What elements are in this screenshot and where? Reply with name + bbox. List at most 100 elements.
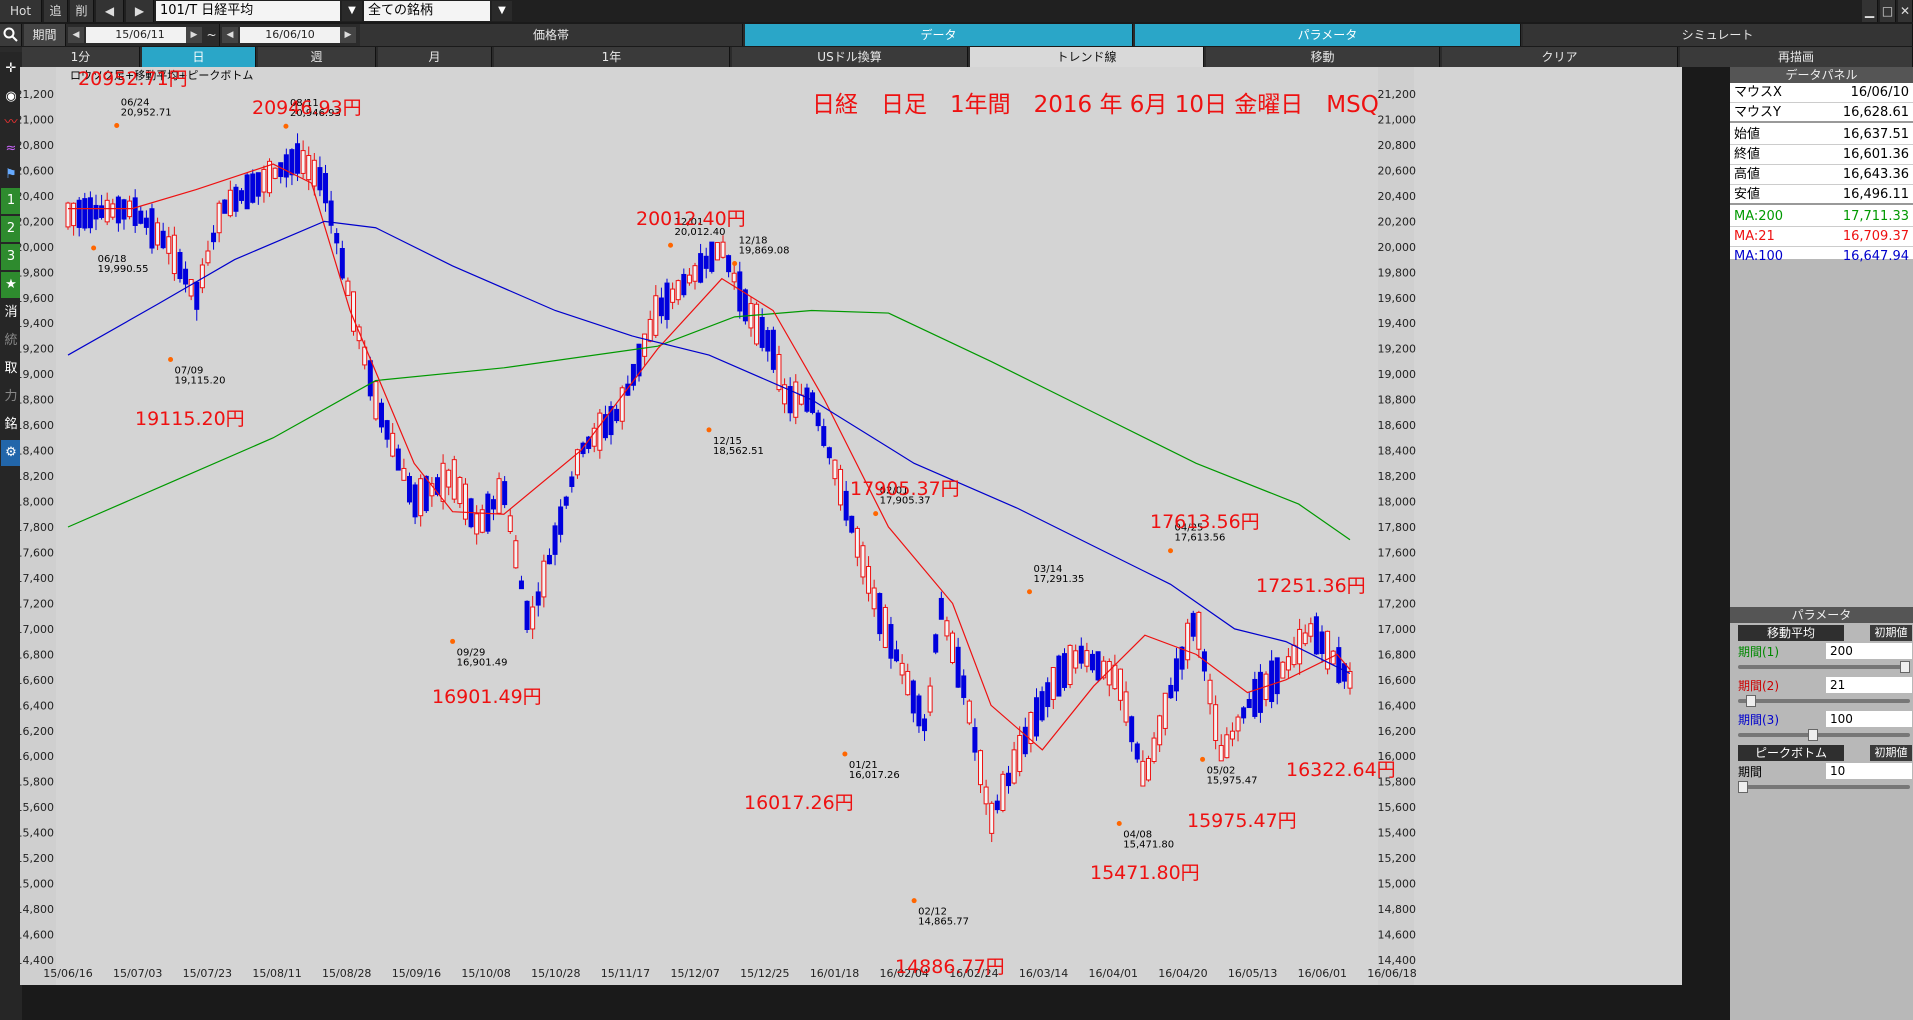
- chart-area[interactable]: 14,400 14,400 14,600 14,600 14,800 14,800 15,0…: [20, 67, 1682, 985]
- y-tick-right: 20,800: [1378, 139, 1417, 152]
- search-icon[interactable]: [0, 24, 22, 46]
- end-prev-icon[interactable]: ◀: [222, 27, 238, 43]
- crosshair-icon[interactable]: ✛: [5, 61, 17, 76]
- tool-1-button[interactable]: 1: [1, 188, 21, 214]
- gear-icon[interactable]: ⚙: [1, 440, 21, 466]
- close-icon[interactable]: ✕: [1898, 0, 1913, 22]
- peak-period-input[interactable]: 10: [1826, 763, 1912, 779]
- peak-reset-button[interactable]: 初期値: [1870, 745, 1912, 761]
- timeframe-week[interactable]: 週: [258, 47, 376, 67]
- candle-body: [670, 288, 676, 303]
- data-row-ma21: MA:21 16,709.37: [1730, 227, 1913, 247]
- start-prev-icon[interactable]: ◀: [68, 27, 84, 43]
- x-tick-label: 15/10/28: [531, 967, 580, 980]
- peak-period-slider[interactable]: [1738, 781, 1910, 793]
- timeframe-1year[interactable]: 1年: [494, 47, 730, 67]
- period3-input[interactable]: 100: [1826, 711, 1912, 727]
- start-date-field[interactable]: 15/06/11: [86, 27, 194, 43]
- candle-body: [1006, 772, 1012, 787]
- period3-slider[interactable]: [1738, 729, 1910, 741]
- symbol-select[interactable]: 101/T 日経平均: [156, 1, 340, 21]
- symbol-dropdown-icon[interactable]: ▼: [342, 1, 362, 21]
- ma-lines-icon[interactable]: ≈: [5, 141, 17, 156]
- tool-3-button[interactable]: 3: [1, 244, 21, 270]
- flag-icon[interactable]: ⚑: [5, 167, 17, 182]
- y-tick-left: 16,200: [20, 725, 54, 738]
- redraw-button[interactable]: 再描画: [1680, 47, 1913, 67]
- trendline-button[interactable]: トレンド線: [970, 47, 1204, 67]
- next-arrow-icon[interactable]: ▶: [126, 0, 154, 22]
- line-chart-icon[interactable]: 〰: [4, 115, 18, 130]
- end-next-icon[interactable]: ▶: [340, 27, 356, 43]
- period2-slider-thumb[interactable]: [1746, 695, 1757, 707]
- timeframe-bar: 1分 日 週 月 1年 USドル換算 トレンド線 移動 クリア 再描画: [0, 47, 1913, 67]
- peak-value-label: 20,952.71: [121, 107, 172, 118]
- tab-price-band[interactable]: 価格帯: [360, 24, 743, 46]
- star-icon[interactable]: ★: [1, 272, 21, 298]
- tab-data[interactable]: データ: [745, 24, 1133, 46]
- peak-value-label: 16,901.49: [457, 657, 508, 668]
- candle-body: [518, 580, 524, 590]
- delete-button[interactable]: 削: [70, 0, 94, 22]
- tab-simulate[interactable]: シミュレート: [1523, 24, 1913, 46]
- filter-select[interactable]: 全ての銘柄: [364, 1, 490, 21]
- period1-slider-thumb[interactable]: [1900, 661, 1910, 673]
- y-tick-right: 15,800: [1378, 776, 1417, 789]
- timeframe-month[interactable]: 月: [378, 47, 492, 67]
- clear-button[interactable]: クリア: [1442, 47, 1678, 67]
- period2-input[interactable]: 21: [1826, 677, 1912, 693]
- candle-body: [1207, 679, 1213, 705]
- minimize-icon[interactable]: ▁: [1862, 0, 1878, 22]
- peak-marker: [1200, 756, 1206, 762]
- move-button[interactable]: 移動: [1206, 47, 1440, 67]
- candle-body: [910, 680, 916, 714]
- usd-convert-button[interactable]: USドル換算: [732, 47, 968, 67]
- erase-button[interactable]: 消: [4, 305, 18, 320]
- peak-date-label: 04/25: [1175, 523, 1204, 534]
- end-date-field[interactable]: 16/06/10: [240, 27, 340, 43]
- x-tick-label: 16/06/18: [1367, 967, 1416, 980]
- x-tick-label: 16/02/04: [880, 967, 929, 980]
- candle-body: [1067, 644, 1073, 686]
- candle-body: [255, 172, 261, 197]
- candle-body: [731, 272, 737, 283]
- symbol-button[interactable]: 銘: [4, 417, 18, 432]
- data-panel: マウスX 16/06/10 マウスY 16,628.61 始値 16,637.51 終…: [1730, 83, 1913, 264]
- candle-body: [1000, 773, 1006, 811]
- candle-body: [1073, 650, 1079, 669]
- ma-reset-button[interactable]: 初期値: [1870, 625, 1912, 641]
- maximize-icon[interactable]: □: [1880, 0, 1896, 22]
- period1-input[interactable]: 200: [1826, 643, 1912, 659]
- candle-body: [1285, 656, 1291, 671]
- x-tick-label: 15/07/03: [113, 967, 162, 980]
- timeframe-day[interactable]: 日: [142, 47, 256, 67]
- timeframe-1min[interactable]: 1分: [22, 47, 140, 67]
- camera-icon[interactable]: ◉: [5, 89, 17, 104]
- big-price-label: 20946.93円: [252, 97, 362, 119]
- add-button[interactable]: 追: [44, 0, 68, 22]
- candle-body: [272, 167, 278, 179]
- period3-slider-thumb[interactable]: [1807, 729, 1818, 741]
- candle-body: [1162, 692, 1168, 729]
- prev-arrow-icon[interactable]: ◀: [96, 0, 124, 22]
- candle-body: [983, 786, 989, 805]
- candle-body: [283, 154, 289, 178]
- filter-dropdown-icon[interactable]: ▼: [492, 1, 512, 21]
- tab-parameter[interactable]: パラメータ: [1135, 24, 1521, 46]
- peak-marker: [168, 357, 174, 363]
- period1-slider[interactable]: [1738, 661, 1910, 673]
- power-button[interactable]: 力: [4, 389, 18, 404]
- candle-body: [877, 593, 883, 635]
- period2-slider[interactable]: [1738, 695, 1910, 707]
- candle-body: [1017, 734, 1023, 772]
- peak-period-slider-thumb[interactable]: [1738, 781, 1748, 793]
- peak-value-label: 19,990.55: [98, 264, 149, 275]
- hot-button[interactable]: Hot: [0, 0, 42, 22]
- trade-button[interactable]: 取: [4, 361, 18, 376]
- stats-button[interactable]: 統: [4, 333, 18, 348]
- start-next-icon[interactable]: ▶: [186, 27, 202, 43]
- candle-body: [1084, 650, 1090, 667]
- ma-line-1: [68, 163, 1351, 751]
- price-chart[interactable]: 14,400 14,400 14,600 14,600 14,800 14,800 15,0…: [20, 67, 1682, 985]
- tool-2-button[interactable]: 2: [1, 216, 21, 242]
